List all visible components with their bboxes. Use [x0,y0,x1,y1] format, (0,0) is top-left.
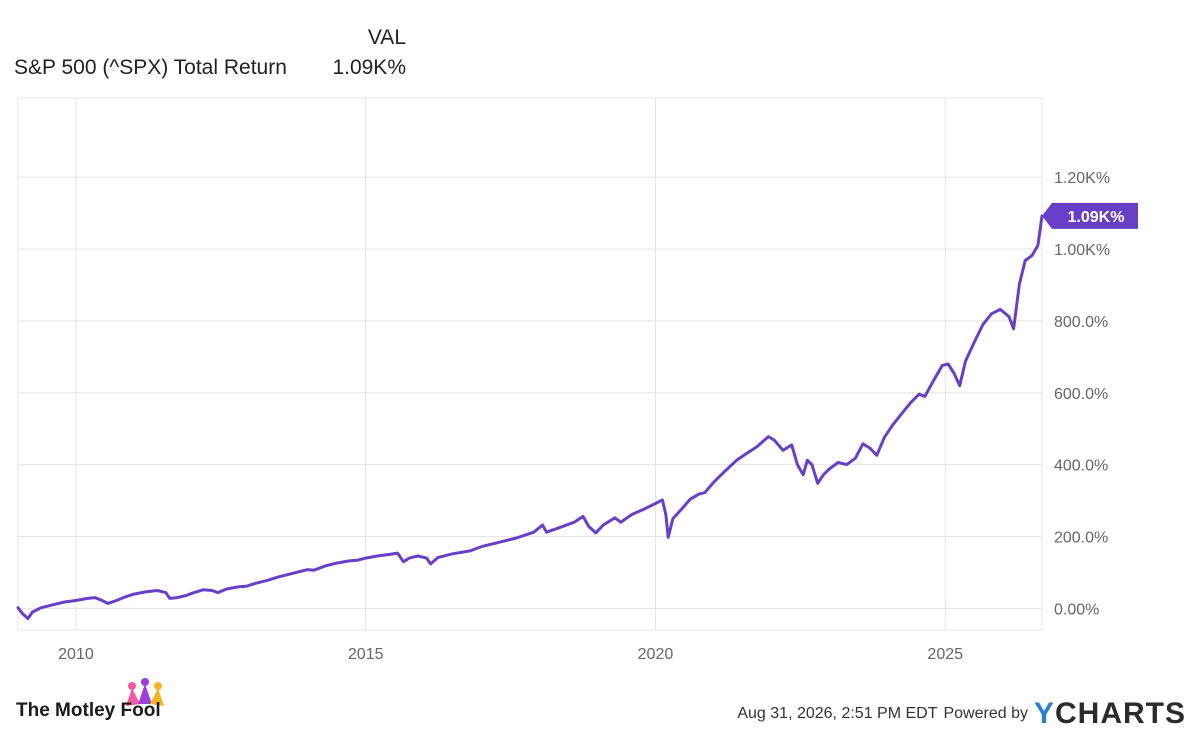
ycharts-wordmark: CHARTS [1055,697,1186,730]
series-layer [16,214,1044,620]
last-value-badge-label: 1.09K% [1068,209,1125,226]
y-tick-label: 1.00K% [1054,242,1110,259]
series-line-sp500 [16,214,1044,620]
y-tick-label: 0.00% [1054,601,1099,618]
last-value-badge: 1.09K% [1042,202,1138,229]
ycharts-logo: Y CHARTS [1034,697,1186,731]
jester-hat-icon [126,678,164,706]
legend-series-name: S&P 500 (^SPX) Total Return [14,56,287,79]
legend-series-value: 1.09K% [332,56,406,79]
x-tick-label: 2020 [638,646,674,663]
x-tick-label: 2025 [927,646,963,663]
y-tick-label: 200.0% [1054,530,1108,547]
y-tick-label: 600.0% [1054,386,1108,403]
footer-attribution: Aug 31, 2026, 2:51 PM EDT Powered by Y C… [737,697,1186,731]
motley-fool-logo: The Motley Fool [16,700,161,721]
x-tick-label: 2010 [58,646,94,663]
y-tick-label: 400.0% [1054,458,1108,475]
timestamp: Aug 31, 2026, 2:51 PM EDT [737,705,938,722]
plot-frame [17,97,1043,631]
y-tick-label: 800.0% [1054,314,1108,331]
y-tick-label: 1.20K% [1054,170,1110,187]
x-tick-label: 2015 [348,646,384,663]
last-value-badge-shape [1042,202,1138,229]
powered-by-label: Powered by [943,705,1028,722]
axis-layer: 0.00% 200.0% 400.0% 600.0% 800.0% 1.00K% 1.20K… [58,170,1110,663]
ycharts-y-mark: Y [1033,697,1055,730]
legend-column-header: VAL [367,26,406,49]
grid-layer [17,97,1043,631]
